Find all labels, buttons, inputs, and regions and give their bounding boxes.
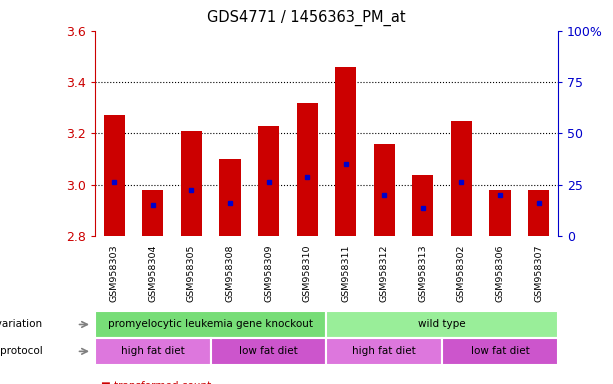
Text: low fat diet: low fat diet [239, 346, 298, 356]
Bar [297, 103, 318, 236]
Bar [95, 311, 327, 338]
Bar [442, 338, 558, 365]
Text: ■ transformed count: ■ transformed count [101, 381, 211, 384]
Text: GSM958312: GSM958312 [380, 245, 389, 302]
Text: high fat diet: high fat diet [352, 346, 416, 356]
Text: wild type: wild type [418, 319, 466, 329]
Text: GSM958308: GSM958308 [226, 245, 235, 302]
Text: GSM958303: GSM958303 [110, 245, 119, 303]
Text: GSM958305: GSM958305 [187, 245, 196, 302]
Text: GSM958307: GSM958307 [534, 245, 543, 302]
Bar [327, 338, 442, 365]
Bar [95, 338, 211, 365]
Bar [104, 116, 125, 236]
Text: GSM958313: GSM958313 [418, 245, 427, 303]
Bar [181, 131, 202, 236]
Bar [219, 159, 241, 236]
Bar [451, 121, 472, 236]
Text: GSM958311: GSM958311 [341, 245, 350, 302]
Text: promyelocytic leukemia gene knockout: promyelocytic leukemia gene knockout [109, 319, 313, 329]
Bar [142, 190, 164, 236]
Text: genotype/variation: genotype/variation [0, 319, 43, 329]
Text: GSM958309: GSM958309 [264, 245, 273, 302]
Bar [211, 338, 327, 365]
Bar [335, 67, 356, 236]
Bar [412, 174, 433, 236]
Text: high fat diet: high fat diet [121, 346, 185, 356]
Bar [258, 126, 279, 236]
Text: GSM958310: GSM958310 [303, 245, 311, 302]
Text: GSM958306: GSM958306 [495, 245, 504, 302]
Text: protocol: protocol [0, 346, 43, 356]
Bar [489, 190, 511, 236]
Text: low fat diet: low fat diet [471, 346, 530, 356]
Bar [528, 190, 549, 236]
Bar [327, 311, 558, 338]
Bar [374, 144, 395, 236]
Text: GDS4771 / 1456363_PM_at: GDS4771 / 1456363_PM_at [207, 10, 406, 26]
Text: GSM958302: GSM958302 [457, 245, 466, 302]
Text: GSM958304: GSM958304 [148, 245, 158, 302]
